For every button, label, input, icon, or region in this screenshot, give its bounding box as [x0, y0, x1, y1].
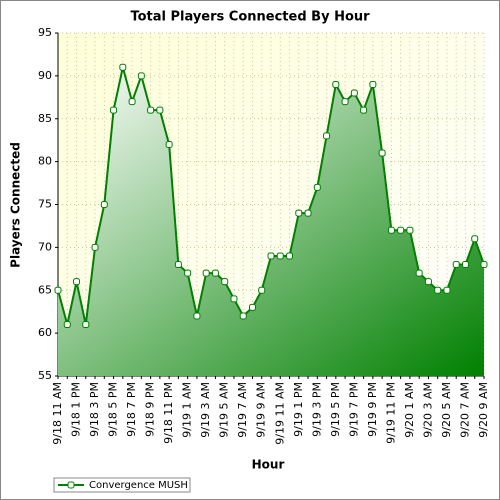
point [156, 106, 164, 114]
x-tick-label: 9/19 1 AM [181, 382, 194, 438]
y-tick-label: 80 [38, 155, 52, 168]
point [91, 243, 99, 251]
x-tick-label: 9/19 3 PM [310, 382, 323, 437]
point [211, 269, 219, 277]
y-axis-title: Players Connected [9, 142, 23, 268]
x-tick-label: 9/20 1 AM [403, 382, 416, 438]
point [82, 321, 90, 329]
y-tick-label: 95 [38, 26, 52, 39]
x-tick-label: 9/19 1 PM [292, 382, 305, 437]
x-tick-label: 9/18 1 PM [70, 382, 83, 437]
point [147, 106, 155, 114]
point [165, 140, 173, 148]
y-tick-label: 90 [38, 69, 52, 82]
point [350, 89, 358, 97]
point [452, 261, 460, 269]
point [110, 106, 118, 114]
point [184, 269, 192, 277]
point [304, 209, 312, 217]
point [341, 98, 349, 106]
x-tick-label: 9/19 9 AM [255, 382, 268, 438]
x-tick-label: 9/19 11 PM [384, 382, 397, 444]
point [100, 201, 108, 208]
x-tick-label: 9/19 5 AM [218, 382, 231, 438]
x-tick-label: 9/20 7 AM [458, 382, 471, 438]
point [415, 269, 423, 277]
x-tick-label: 9/18 3 PM [88, 382, 101, 437]
x-tick-label: 9/18 9 PM [144, 382, 157, 437]
point [387, 226, 395, 234]
x-tick-label: 9/19 7 AM [236, 382, 249, 438]
point [54, 286, 62, 294]
point [73, 278, 81, 286]
point [230, 295, 238, 303]
y-tick-label: 70 [38, 240, 52, 253]
point [461, 261, 469, 269]
legend-box [53, 477, 191, 493]
x-tick-label: 9/20 5 AM [440, 382, 453, 438]
chart-title: Total Players Connected By Hour [130, 10, 370, 25]
area [58, 67, 484, 377]
point [239, 312, 247, 320]
x-tick-label: 9/18 7 PM [125, 382, 138, 437]
point [295, 209, 303, 217]
x-tick-label: 9/19 3 AM [199, 382, 212, 438]
point [63, 321, 71, 329]
point [202, 269, 210, 277]
point [434, 286, 442, 294]
point [267, 252, 275, 260]
x-tick-label: 9/19 7 PM [347, 382, 360, 437]
y-tick-label: 60 [38, 326, 52, 339]
x-tick-label: 9/19 9 PM [366, 382, 379, 437]
point [397, 226, 405, 234]
legend-label: Convergence MUSH [89, 480, 188, 491]
point [276, 252, 284, 260]
y-tick-label: 75 [38, 198, 52, 211]
point [332, 80, 340, 88]
point [406, 226, 414, 234]
x-tick-label: 9/19 5 PM [329, 382, 342, 437]
point [424, 278, 432, 286]
point [258, 286, 266, 294]
point [174, 261, 182, 269]
point [286, 252, 294, 260]
point [443, 286, 451, 294]
x-tick-label: 9/19 11 AM [273, 382, 286, 445]
point [360, 106, 368, 114]
y-tick-label: 55 [38, 369, 52, 382]
x-axis-title: Hour [252, 458, 285, 472]
point [471, 235, 479, 243]
point [119, 63, 127, 71]
y-tick-label: 85 [38, 112, 52, 125]
y-tick-label: 65 [38, 283, 52, 296]
point [128, 98, 136, 106]
x-tick-label: 9/18 11 PM [162, 382, 175, 444]
legend: Convergence MUSH [53, 477, 191, 493]
legend-marker [67, 481, 75, 489]
point [193, 312, 201, 320]
point [137, 72, 145, 80]
point [221, 278, 229, 286]
point [480, 261, 488, 269]
point [369, 80, 377, 88]
point [248, 303, 256, 311]
x-tick-label: 9/18 5 PM [107, 382, 120, 437]
point [323, 132, 331, 140]
x-tick-label: 9/20 3 AM [421, 382, 434, 438]
point [378, 149, 386, 157]
x-tick-label: 9/20 9 AM [477, 382, 490, 438]
x-tick-label: 9/18 11 AM [51, 382, 64, 445]
point [313, 183, 321, 191]
